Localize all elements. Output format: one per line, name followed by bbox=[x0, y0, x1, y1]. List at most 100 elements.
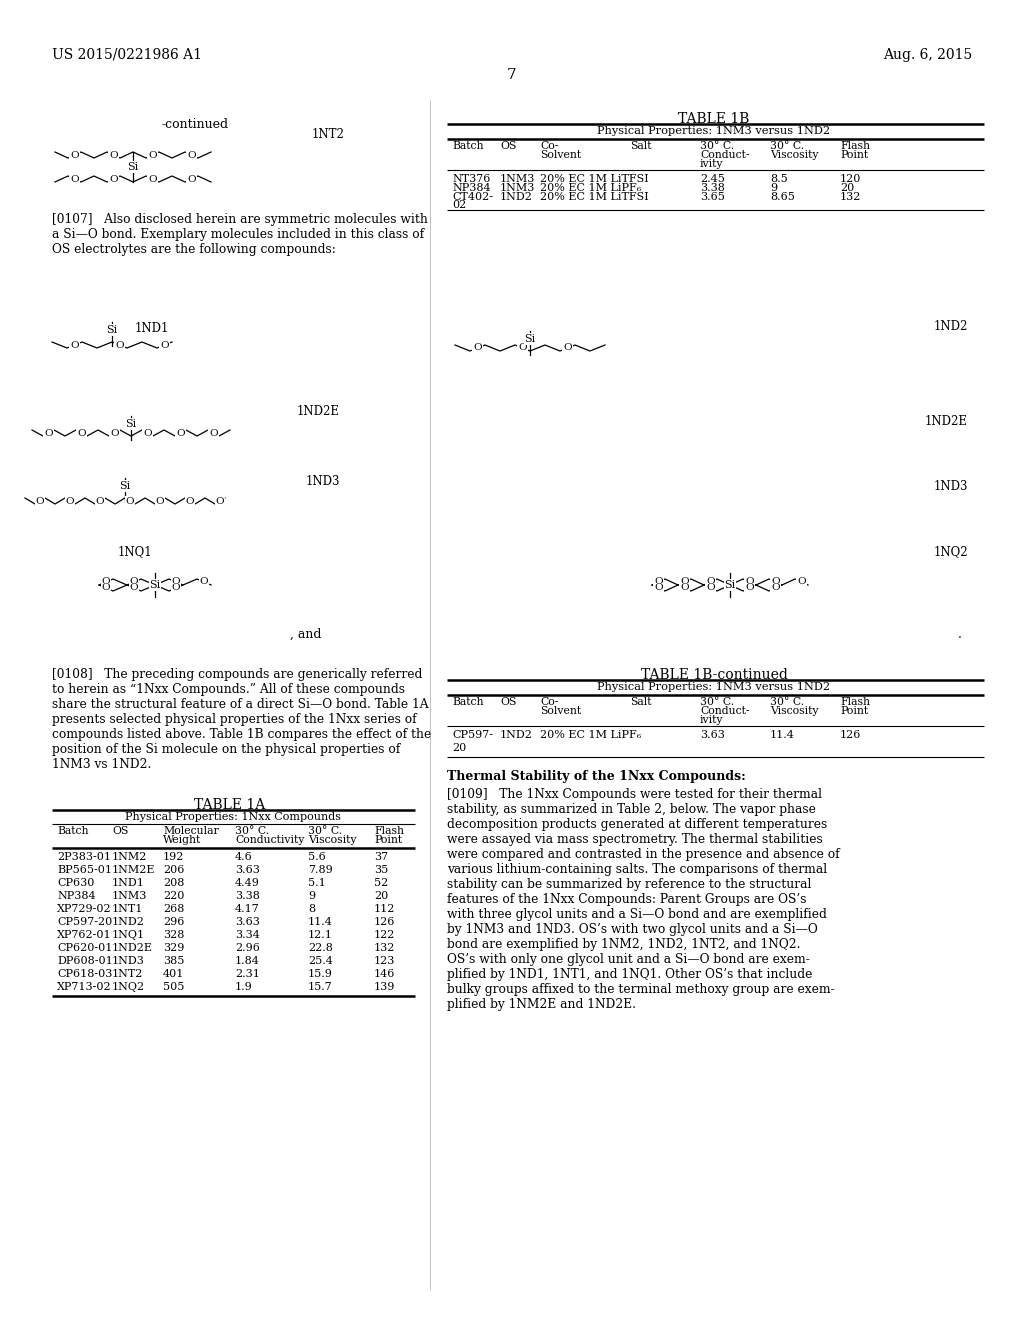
Text: Viscosity: Viscosity bbox=[308, 836, 356, 845]
Text: Aug. 6, 2015: Aug. 6, 2015 bbox=[883, 48, 972, 62]
Text: 12.1: 12.1 bbox=[308, 931, 333, 940]
Text: NT376: NT376 bbox=[452, 174, 490, 183]
Text: 7.89: 7.89 bbox=[308, 865, 333, 875]
Text: O: O bbox=[680, 583, 689, 593]
Text: 146: 146 bbox=[374, 969, 395, 979]
Text: 2.31: 2.31 bbox=[234, 969, 260, 979]
Text: O: O bbox=[185, 496, 195, 506]
Text: 1NM3: 1NM3 bbox=[500, 183, 536, 193]
Text: 120: 120 bbox=[840, 174, 861, 183]
Text: O: O bbox=[110, 150, 118, 160]
Text: 02: 02 bbox=[452, 201, 466, 210]
Text: 1NQ2: 1NQ2 bbox=[933, 545, 968, 558]
Text: 2.45: 2.45 bbox=[700, 174, 725, 183]
Text: Physical Properties: 1NM3 versus 1ND2: Physical Properties: 1NM3 versus 1ND2 bbox=[597, 125, 830, 136]
Text: 52: 52 bbox=[374, 878, 388, 888]
Text: Si: Si bbox=[524, 334, 536, 345]
Text: 1.9: 1.9 bbox=[234, 982, 253, 993]
Text: 30° C.: 30° C. bbox=[770, 141, 804, 150]
Text: Point: Point bbox=[840, 706, 868, 715]
Text: O: O bbox=[36, 496, 44, 506]
Text: O: O bbox=[71, 174, 79, 183]
Text: O: O bbox=[101, 578, 111, 586]
Text: ivity: ivity bbox=[700, 715, 724, 725]
Text: CP618-03: CP618-03 bbox=[57, 969, 113, 979]
Text: 1NT2: 1NT2 bbox=[312, 128, 345, 141]
Text: Flash: Flash bbox=[840, 141, 870, 150]
Text: 9: 9 bbox=[770, 183, 777, 193]
Text: 3.38: 3.38 bbox=[234, 891, 260, 902]
Text: Batch: Batch bbox=[452, 697, 483, 708]
Text: 9: 9 bbox=[308, 891, 315, 902]
Text: 1ND2: 1ND2 bbox=[934, 319, 968, 333]
Text: O: O bbox=[66, 496, 75, 506]
Text: 112: 112 bbox=[374, 904, 395, 913]
Text: NP384: NP384 bbox=[452, 183, 490, 193]
Text: 328: 328 bbox=[163, 931, 184, 940]
Text: 139: 139 bbox=[374, 982, 395, 993]
Text: Solvent: Solvent bbox=[540, 706, 582, 715]
Text: O: O bbox=[126, 496, 134, 506]
Text: O: O bbox=[44, 429, 53, 437]
Text: Co-: Co- bbox=[540, 697, 558, 708]
Text: Batch: Batch bbox=[452, 141, 483, 150]
Text: O: O bbox=[654, 583, 663, 593]
Text: 3.34: 3.34 bbox=[234, 931, 260, 940]
Text: Conduct-: Conduct- bbox=[700, 706, 750, 715]
Text: O: O bbox=[115, 341, 124, 350]
Text: Si: Si bbox=[150, 579, 161, 590]
Text: 1ND2: 1ND2 bbox=[500, 191, 532, 202]
Text: CP597-: CP597- bbox=[452, 730, 493, 741]
Text: O: O bbox=[200, 578, 208, 586]
Text: 122: 122 bbox=[374, 931, 395, 940]
Text: 385: 385 bbox=[163, 956, 184, 966]
Text: 1ND2E: 1ND2E bbox=[112, 942, 153, 953]
Text: [0107]   Also disclosed herein are symmetric molecules with
a Si—O bond. Exempla: [0107] Also disclosed herein are symmetr… bbox=[52, 213, 428, 256]
Text: 296: 296 bbox=[163, 917, 184, 927]
Text: O: O bbox=[71, 341, 79, 350]
Text: Thermal Stability of the 1Nxx Compounds:: Thermal Stability of the 1Nxx Compounds: bbox=[447, 770, 745, 783]
Text: Si: Si bbox=[724, 579, 735, 590]
Text: Salt: Salt bbox=[630, 141, 651, 150]
Text: 30° C.: 30° C. bbox=[700, 697, 734, 708]
Text: 11.4: 11.4 bbox=[770, 730, 795, 741]
Text: 123: 123 bbox=[374, 956, 395, 966]
Text: Co-: Co- bbox=[540, 141, 558, 150]
Text: Point: Point bbox=[840, 150, 868, 160]
Text: 206: 206 bbox=[163, 865, 184, 875]
Text: 20% EC 1M LiPF₆: 20% EC 1M LiPF₆ bbox=[540, 183, 641, 193]
Text: O: O bbox=[187, 174, 196, 183]
Text: CP620-01: CP620-01 bbox=[57, 942, 113, 953]
Text: Flash: Flash bbox=[840, 697, 870, 708]
Text: OS: OS bbox=[500, 697, 516, 708]
Text: 126: 126 bbox=[840, 730, 861, 741]
Text: O: O bbox=[771, 578, 780, 586]
Text: 35: 35 bbox=[374, 865, 388, 875]
Text: Conductivity: Conductivity bbox=[234, 836, 304, 845]
Text: Si: Si bbox=[127, 162, 138, 172]
Text: 1NM2: 1NM2 bbox=[112, 851, 147, 862]
Text: O: O bbox=[798, 578, 806, 586]
Text: 20: 20 bbox=[374, 891, 388, 902]
Text: 8.5: 8.5 bbox=[770, 174, 787, 183]
Text: O: O bbox=[111, 429, 119, 437]
Text: 25.4: 25.4 bbox=[308, 956, 333, 966]
Text: DP608-01: DP608-01 bbox=[57, 956, 113, 966]
Text: 3.38: 3.38 bbox=[700, 183, 725, 193]
Text: 1ND2E: 1ND2E bbox=[297, 405, 340, 418]
Text: BP565-01: BP565-01 bbox=[57, 865, 112, 875]
Text: 1NM2E: 1NM2E bbox=[112, 865, 156, 875]
Text: ivity: ivity bbox=[700, 158, 724, 169]
Text: 3.63: 3.63 bbox=[234, 865, 260, 875]
Text: 3.63: 3.63 bbox=[234, 917, 260, 927]
Text: [0109]   The 1Nxx Compounds were tested for their thermal
stability, as summariz: [0109] The 1Nxx Compounds were tested fo… bbox=[447, 788, 840, 1011]
Text: 30° C.: 30° C. bbox=[770, 697, 804, 708]
Text: 1ND1: 1ND1 bbox=[112, 878, 144, 888]
Text: O: O bbox=[654, 578, 663, 586]
Text: O: O bbox=[130, 578, 138, 586]
Text: TABLE 1A: TABLE 1A bbox=[195, 799, 265, 812]
Text: Solvent: Solvent bbox=[540, 150, 582, 160]
Text: .: . bbox=[958, 628, 962, 642]
Text: 3.65: 3.65 bbox=[700, 191, 725, 202]
Text: 7: 7 bbox=[507, 69, 517, 82]
